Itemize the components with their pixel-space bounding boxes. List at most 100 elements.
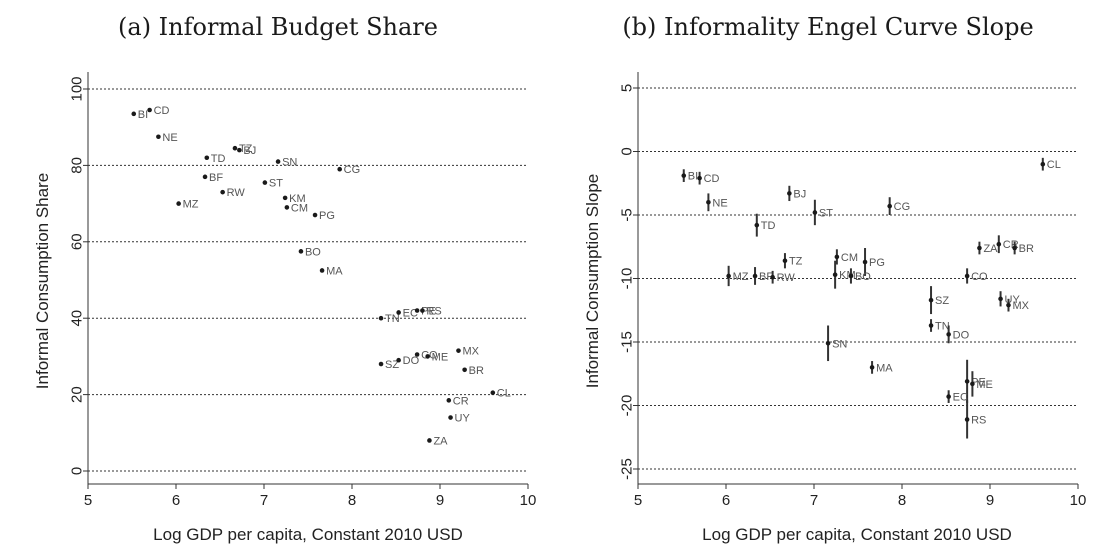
panel-b-point-label-br: BR (1019, 243, 1034, 255)
panel-a-point-label-cm: CM (291, 202, 308, 214)
panel-b-x-tick-label: 9 (986, 492, 994, 509)
panel-a-point-label-cg: CG (344, 164, 361, 176)
panel-a-point-label-sn: SN (282, 157, 297, 169)
panel-a-point-label-st: ST (269, 178, 283, 190)
panel-b-point-km (832, 272, 838, 277)
panel-b-point-label-ne: NE (712, 197, 727, 209)
panel-a-y-tick-label: 20 (68, 386, 85, 403)
panel-b-point-label-bi: BI (688, 171, 698, 183)
panel-a-point-label-cl: CL (497, 388, 511, 400)
panel-a-y-tick-label: 100 (68, 76, 85, 101)
panel-b-point-tn (928, 323, 934, 328)
panel-b-y-tick-label: -20 (618, 395, 635, 417)
panel-a-point-label-bf: BF (209, 172, 223, 184)
panel-b-point-sn (825, 340, 831, 346)
panel-b-point-pg (862, 259, 868, 265)
panel-b-point-label-sn: SN (832, 338, 847, 350)
panel-b-x-axis-label: Log GDP per capita, Constant 2010 USD (702, 525, 1012, 544)
panel-a-point-cr (446, 398, 452, 403)
panel-b-point-bo (848, 273, 854, 279)
panel-b-point-mx (1006, 302, 1011, 308)
panel-b-point-bf (752, 273, 758, 279)
panel-b-point-label-cl: CL (1047, 159, 1061, 171)
panel-b-point-sz (928, 297, 934, 303)
panel-b-point-st (812, 210, 818, 215)
panel-b-point-rs (964, 417, 970, 422)
panel-a-point-sz (378, 361, 384, 367)
panel-a-point-mx (456, 348, 461, 353)
panel-a-point-bf (202, 174, 208, 180)
panel-b-point-label-mx: MX (1012, 300, 1029, 312)
panel-a-point-tn (378, 315, 384, 321)
panel-b-point-label-bf: BF (759, 271, 773, 283)
panel-a-y-tick-label: 60 (68, 233, 85, 250)
panel-b-point-label-td: TD (761, 220, 776, 232)
panel-b-y-tick-label: 0 (618, 147, 635, 155)
panel-a-point-label-pe: PE (421, 306, 436, 318)
panel-b-engel-curve-slope: (b) Informality Engel Curve Slope -25 -20… (583, 13, 1086, 544)
panel-a-x-tick-label: 7 (260, 492, 268, 509)
panel-a-point-label-br: BR (469, 365, 484, 377)
panel-b-y-axis-label: Informal Consumption Slope (583, 174, 602, 389)
panel-a-point-label-do: DO (403, 355, 420, 367)
panel-b-x-tick-label: 10 (1070, 492, 1087, 509)
panel-a-point-cm (284, 205, 290, 210)
panel-a-point-bo (298, 249, 304, 254)
panel-a-point-mz (176, 201, 181, 206)
panel-a-point-label-bj: BJ (243, 145, 256, 157)
panel-b-y-tick-label: -15 (618, 331, 635, 353)
panel-b-point-label-me: ME (976, 379, 993, 391)
panel-a-x-tick-label: 10 (520, 492, 537, 509)
panel-a-point-pe (414, 308, 420, 313)
panel-b-point-label-ma: MA (876, 362, 893, 374)
panel-b-y-tick-label: -10 (618, 268, 635, 290)
panel-b-point-pe (964, 379, 970, 384)
panel-b-point-cl (1040, 161, 1046, 167)
panel-b-point-bi (681, 173, 687, 178)
panel-b-point-label-tn: TN (935, 320, 950, 332)
panel-b-point-cd (697, 175, 702, 181)
panel-b-x-tick-label: 7 (810, 492, 818, 509)
panel-a-point-br (462, 367, 467, 373)
panel-a-point-uy (448, 415, 453, 420)
panel-b-point-label-za: ZA (983, 243, 998, 255)
panel-b-point-rw (770, 274, 775, 280)
panel-a-point-sn (275, 159, 281, 164)
panel-a-x-tick-label: 6 (172, 492, 180, 509)
panel-b-point-label-st: ST (819, 207, 833, 219)
panel-b-point-label-bo: BO (855, 271, 871, 283)
panel-a-point-label-rs: RS (426, 306, 441, 318)
panel-b-point-do (946, 332, 951, 337)
panel-a-point-cd (147, 107, 152, 113)
panel-a-point-label-mx: MX (462, 346, 479, 358)
panel-a-point-me (425, 354, 430, 359)
panel-a-y-tick-label: 80 (68, 157, 85, 174)
panel-a-point-label-rw: RW (227, 187, 246, 199)
panel-b-x-tick-label: 5 (634, 492, 642, 509)
panel-a-x-tick-label: 9 (436, 492, 444, 509)
panel-b-y-tick-label: -5 (618, 208, 635, 221)
panel-b-point-td (754, 222, 760, 228)
panel-a-x-tick-label: 5 (84, 492, 92, 509)
panel-b-point-label-rw: RW (777, 272, 796, 284)
panel-b-plot-area: -25 -20 -15 -10 -5 0 5 5 6 7 8 9 10 BI CD NE BJ ST CG TD CL Z… (618, 72, 1086, 509)
panel-a-point-label-bi: BI (138, 109, 148, 121)
panel-b-point-uy (998, 296, 1003, 302)
panel-a-point-co (414, 352, 420, 357)
panel-b-point-ma (869, 365, 875, 370)
panel-b-x-tick-label: 8 (898, 492, 906, 509)
panel-b-point-label-cg: CG (894, 201, 911, 213)
panel-b-point-mz (726, 273, 731, 279)
panel-a-x-tick-label: 8 (348, 492, 356, 509)
panel-a-point-tz (232, 145, 238, 151)
panel-a-point-rw (220, 189, 225, 195)
panel-a-point-label-mz: MZ (183, 199, 199, 211)
panel-b-point-label-tz: TZ (789, 256, 803, 268)
panel-a-point-label-ne: NE (162, 132, 177, 144)
panel-a-point-label-uy: UY (455, 413, 471, 425)
panel-a-y-tick-label: 0 (68, 467, 85, 475)
panel-b-y-tick-label: 5 (618, 84, 635, 92)
panel-a-y-tick-label: 40 (68, 310, 85, 327)
